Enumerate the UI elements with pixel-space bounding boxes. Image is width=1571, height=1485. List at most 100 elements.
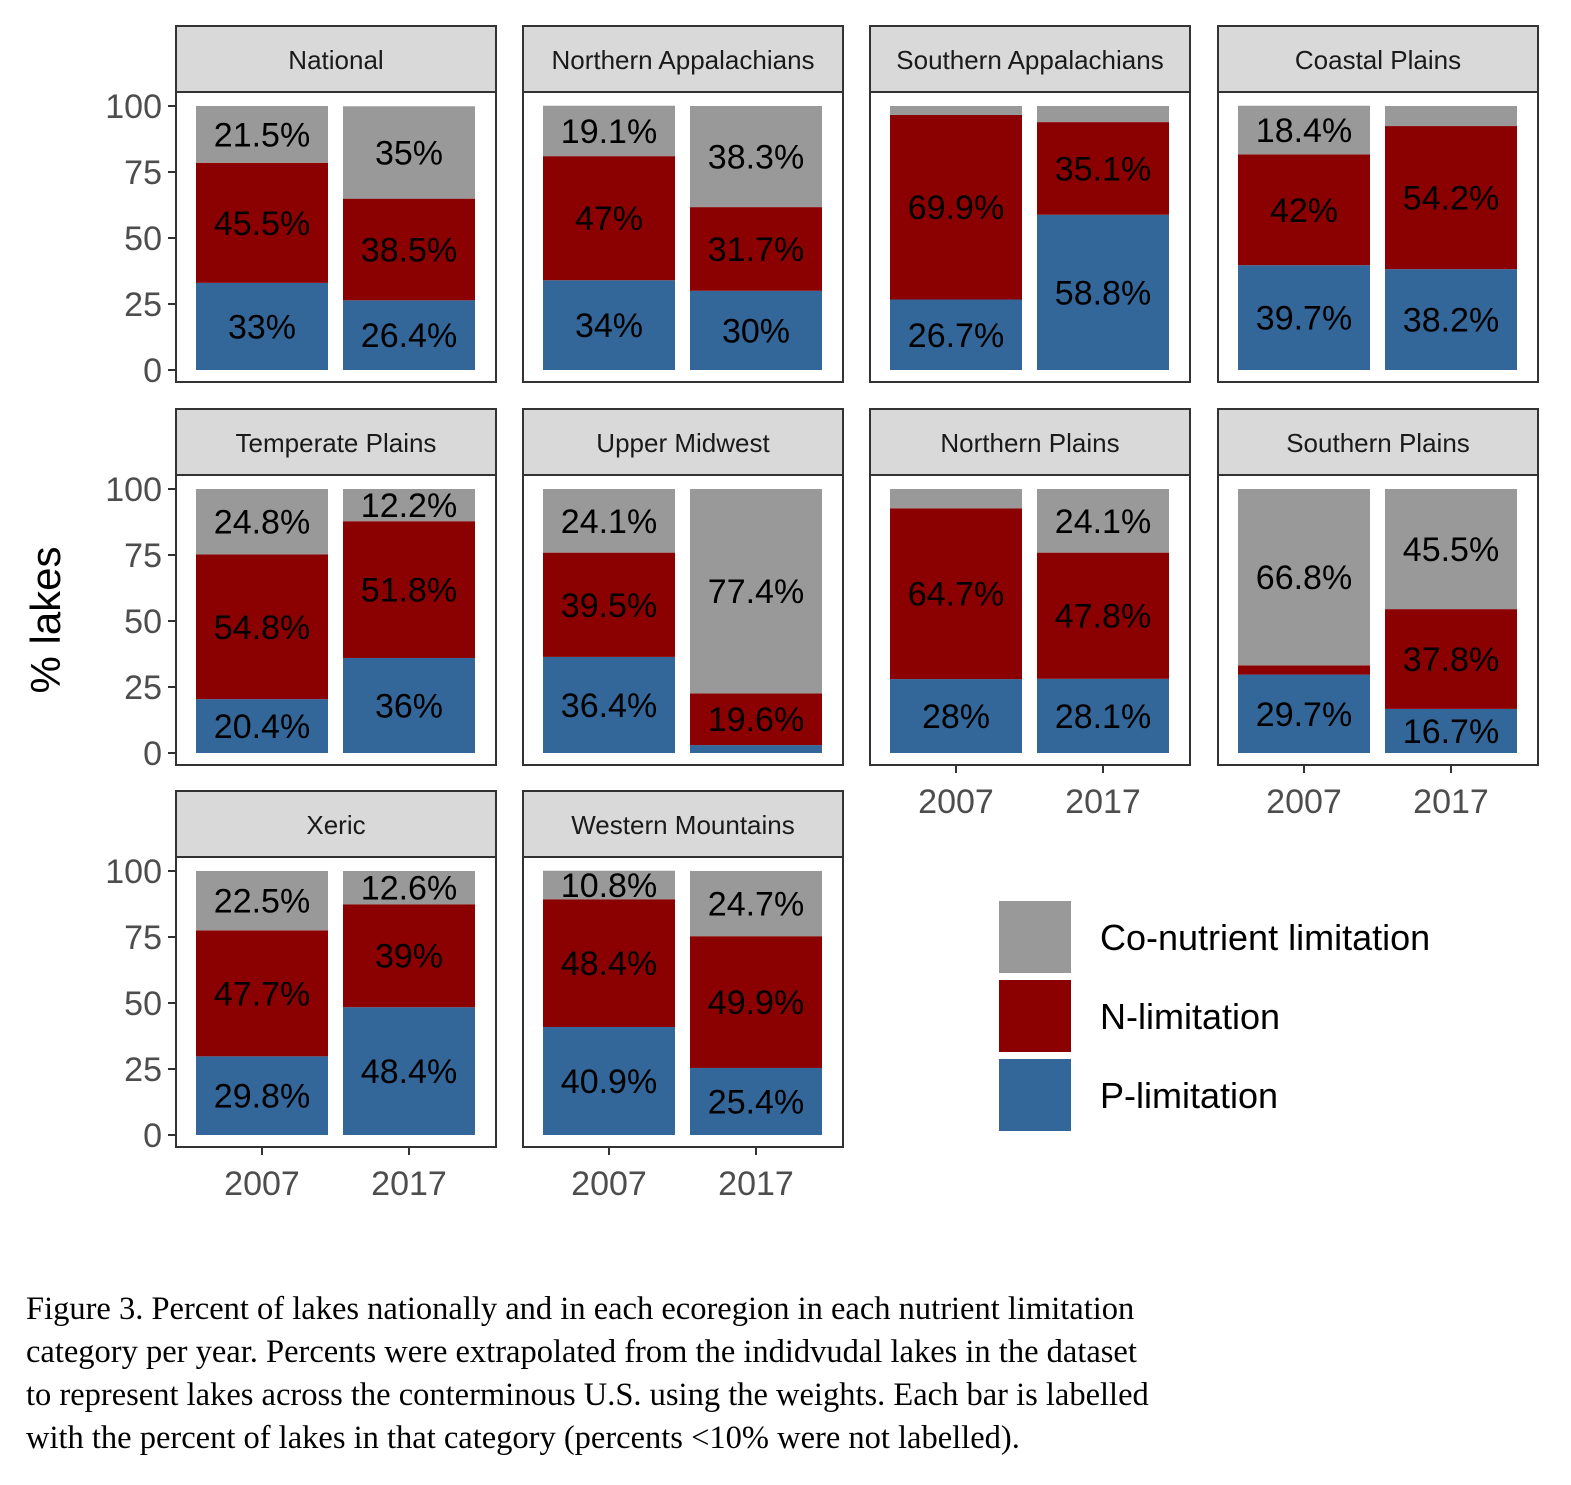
facet-strip	[175, 408, 497, 476]
facet-strip	[175, 25, 497, 93]
facet-strip	[1217, 408, 1539, 476]
bar-segment-co-2017	[343, 871, 475, 905]
x-tick-label: 2007	[571, 1165, 647, 1203]
data-label: 66.8%	[1256, 559, 1352, 597]
data-label: 18.4%	[1256, 112, 1352, 150]
bar-segment-n-2017	[343, 521, 475, 658]
data-label: 28.1%	[1055, 698, 1151, 736]
bar-segment-p-2017	[343, 300, 475, 370]
facet-strip	[522, 25, 844, 93]
y-tick-label: 50	[124, 603, 162, 641]
bar-segment-co-2017	[690, 871, 822, 937]
bar-segment-p-2017	[690, 1067, 822, 1135]
bar-segment-n-2017	[343, 198, 475, 301]
data-label: 37.8%	[1403, 641, 1499, 679]
data-label: 39%	[375, 938, 443, 976]
bar-segment-co-2007	[196, 871, 328, 931]
x-tick-label: 2017	[371, 1165, 447, 1203]
bar-segment-n-2007	[196, 554, 328, 700]
data-label: 47.7%	[214, 975, 310, 1013]
legend-label: N-limitation	[1100, 996, 1280, 1037]
x-tick-label: 2007	[224, 1165, 300, 1203]
bar-segment-n-2007	[543, 552, 675, 657]
data-label: 26.4%	[361, 317, 457, 355]
panel-upper-midwest: Upper Midwest 36.4% 39.5% 24.1% 19.6% 77.4%	[522, 408, 844, 766]
facet-title: Southern Appalachians	[896, 45, 1163, 75]
data-label: 38.5%	[361, 231, 457, 269]
faceted-stacked-bar-chart: % lakes National 33% 45.5% 21.5% 26.4% 38.5% 3…	[22, 25, 1539, 1203]
bar-segment-co-2017	[690, 489, 822, 694]
y-tick-label: 50	[124, 985, 162, 1023]
y-tick-label: 0	[143, 352, 162, 390]
data-label: 35.1%	[1055, 150, 1151, 188]
data-label: 22.5%	[214, 883, 310, 921]
bar-segment-co-2017	[1037, 489, 1169, 553]
bar-segment-co-2007	[890, 106, 1022, 115]
data-label: 69.9%	[908, 189, 1004, 227]
data-label: 31.7%	[708, 231, 804, 269]
data-label: 47%	[575, 200, 643, 238]
facet-title: Xeric	[306, 810, 365, 840]
figure-caption: Figure 3. Percent of lakes nationally an…	[26, 1291, 1149, 1456]
data-label: 24.8%	[214, 504, 310, 542]
bar-segment-p-2007	[196, 282, 328, 370]
bar-segment-p-2017	[690, 290, 822, 370]
legend-label: Co-nutrient limitation	[1100, 917, 1430, 958]
bar-segment-n-2017	[690, 693, 822, 746]
facet-title: Western Mountains	[571, 810, 795, 840]
bar-segment-n-2007	[196, 162, 328, 283]
bar-segment-co-2007	[890, 489, 1022, 509]
bar-segment-p-2007	[543, 656, 675, 753]
data-label: 77.4%	[708, 573, 804, 611]
bar-segment-p-2017	[1037, 214, 1169, 370]
legend-key-2	[999, 1059, 1071, 1131]
data-label: 45.5%	[214, 205, 310, 243]
bar-segment-co-2007	[543, 105, 675, 157]
bar-segment-co-2007	[196, 106, 328, 163]
data-label: 40.9%	[561, 1063, 657, 1101]
facet-title: Coastal Plains	[1295, 45, 1461, 75]
data-label: 42%	[1270, 192, 1338, 230]
data-label: 58.8%	[1055, 274, 1151, 312]
x-tick-label: 2007	[1266, 783, 1342, 821]
facet-strip	[869, 408, 1191, 476]
data-label: 29.7%	[1256, 696, 1352, 734]
panel-temperate-plains: Temperate Plains 20.4% 54.8% 24.8% 36% 51.8% 1…	[105, 408, 497, 773]
panel-southern-plains: Southern Plains 29.7% 66.8% 16.7% 37.8% 45.5%…	[1217, 408, 1539, 821]
data-label: 21.5%	[214, 116, 310, 154]
data-label: 28%	[922, 698, 990, 736]
panel-national: National 33% 45.5% 21.5% 26.4% 38.5% 35% 0 25 50 7…	[105, 25, 497, 390]
legend: Co-nutrient limitation N-limitation P-limi…	[999, 901, 1430, 1131]
y-axis-label: % lakes	[22, 546, 69, 693]
panel-xeric: Xeric 29.8% 47.7% 22.5% 48.4% 39% 12.6% 0 25 50 75…	[105, 790, 497, 1203]
bar-segment-co-2007	[1238, 489, 1370, 666]
data-label: 49.9%	[708, 984, 804, 1022]
data-label: 64.7%	[908, 576, 1004, 614]
y-tick-label: 100	[105, 88, 162, 126]
facet-title: Northern Plains	[940, 428, 1119, 458]
bar-segment-n-2007	[196, 930, 328, 1057]
y-tick-label: 0	[143, 1117, 162, 1155]
x-tick-label: 2017	[1065, 783, 1141, 821]
facet-title: Upper Midwest	[596, 428, 770, 458]
bar-segment-co-2017	[1037, 106, 1169, 123]
data-label: 47.8%	[1055, 598, 1151, 636]
facet-title: Southern Plains	[1286, 428, 1470, 458]
data-label: 25.4%	[708, 1083, 804, 1121]
bar-segment-n-2007	[1238, 665, 1370, 675]
data-label: 48.4%	[361, 1053, 457, 1091]
bar-segment-n-2017	[690, 936, 822, 1068]
bar-segment-p-2017	[1385, 269, 1517, 370]
panel-northern-appalachians: Northern Appalachians 34% 47% 19.1% 30% 31.7%…	[522, 25, 844, 383]
bar-segment-n-2007	[1238, 154, 1370, 266]
legend-key-0	[999, 901, 1071, 973]
data-label: 12.6%	[361, 870, 457, 908]
bar-segment-p-2007	[196, 1056, 328, 1135]
facet-strip	[1217, 25, 1539, 93]
bar-segment-p-2007	[543, 280, 675, 370]
y-tick-label: 25	[124, 669, 162, 707]
facet-strip	[522, 790, 844, 858]
bar-segment-n-2017	[690, 207, 822, 291]
bar-segment-p-2017	[343, 1007, 475, 1135]
